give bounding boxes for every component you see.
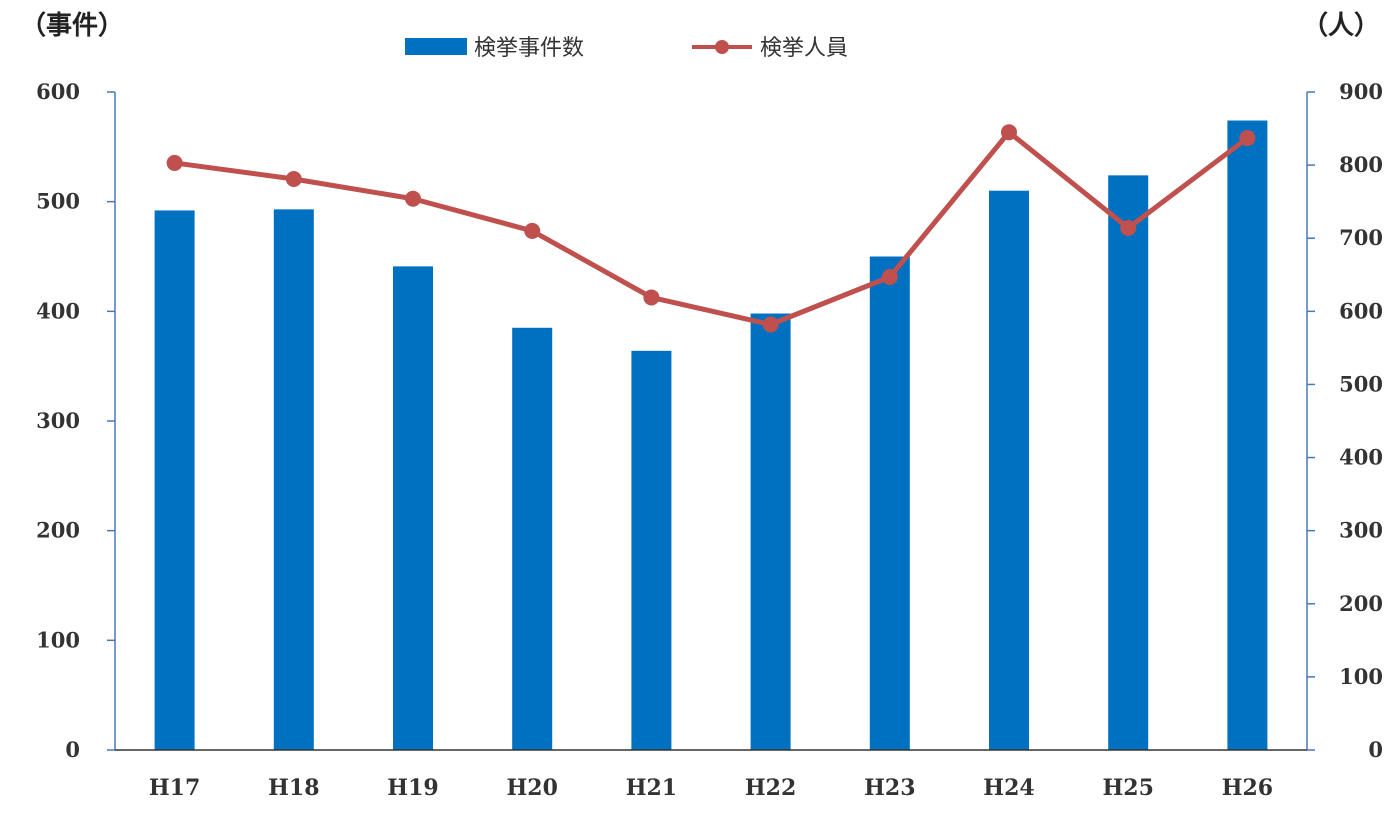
bar-H20 <box>512 327 553 750</box>
legend-line-label: 検挙人員 <box>760 36 848 61</box>
x-tick-label: H19 <box>387 775 438 801</box>
point-H25 <box>1120 219 1137 236</box>
right-tick-label: 700 <box>1339 225 1383 250</box>
point-H23 <box>881 268 898 285</box>
point-H18 <box>285 171 302 188</box>
left-tick-label: 100 <box>36 627 80 652</box>
x-tick-label: H26 <box>1222 775 1273 801</box>
bar-H24 <box>989 190 1029 750</box>
legend-line-marker <box>715 40 729 54</box>
right-tick-label: 300 <box>1339 518 1383 543</box>
bar-H21 <box>631 350 672 750</box>
line-path <box>174 129 1249 327</box>
bar-H23 <box>869 256 910 750</box>
left-tick-label: 400 <box>36 298 80 323</box>
right-tick-label: 800 <box>1339 152 1383 177</box>
right-tick-label: 0 <box>1368 737 1383 762</box>
x-tick-label: H23 <box>864 775 915 801</box>
right-tick-label: 500 <box>1339 371 1383 396</box>
x-tick-label: H18 <box>268 775 319 801</box>
right-tick-label: 400 <box>1339 445 1383 470</box>
bar-H18 <box>273 209 314 751</box>
legend-bar-label: 検挙事件数 <box>474 36 584 61</box>
legend: 検挙事件数 検挙人員 <box>405 36 848 61</box>
x-tick-label: H24 <box>983 775 1034 801</box>
right-axis-unit: （人） <box>1302 11 1380 41</box>
x-tick-label: H20 <box>506 775 557 801</box>
bar-H22 <box>750 313 791 750</box>
point-H20 <box>524 222 541 239</box>
bar-H26 <box>1227 120 1268 751</box>
bar-series <box>154 120 1268 751</box>
point-H17 <box>166 154 183 171</box>
x-tick-label: H25 <box>1102 775 1153 801</box>
left-tick-label: 0 <box>65 737 80 762</box>
right-tick-label: 900 <box>1339 79 1383 104</box>
left-tick-label: 600 <box>36 79 80 104</box>
x-tick-label: H21 <box>626 775 677 801</box>
point-H19 <box>405 190 421 207</box>
line-series <box>166 124 1256 333</box>
axes <box>107 91 1315 751</box>
point-H22 <box>762 316 779 333</box>
right-tick-label: 600 <box>1339 298 1383 323</box>
right-tick-label: 100 <box>1339 664 1383 689</box>
tick-labels: 0 100 200 300 400 500 600 0 100 200 300 400 500 600 70… <box>36 79 1383 801</box>
legend-bar-swatch <box>405 38 467 55</box>
left-axis-unit: （事件） <box>20 11 124 41</box>
left-tick-label: 200 <box>36 518 80 543</box>
x-tick-label: H17 <box>149 775 200 801</box>
left-tick-label: 300 <box>36 408 80 433</box>
bar-H17 <box>154 210 195 750</box>
bar-H19 <box>393 266 433 750</box>
point-H21 <box>643 289 660 306</box>
point-H24 <box>1001 124 1017 141</box>
left-tick-label: 500 <box>36 189 80 214</box>
x-tick-label: H22 <box>745 775 796 801</box>
right-tick-label: 200 <box>1339 591 1383 616</box>
bar-H25 <box>1108 175 1149 750</box>
point-H26 <box>1239 130 1256 147</box>
